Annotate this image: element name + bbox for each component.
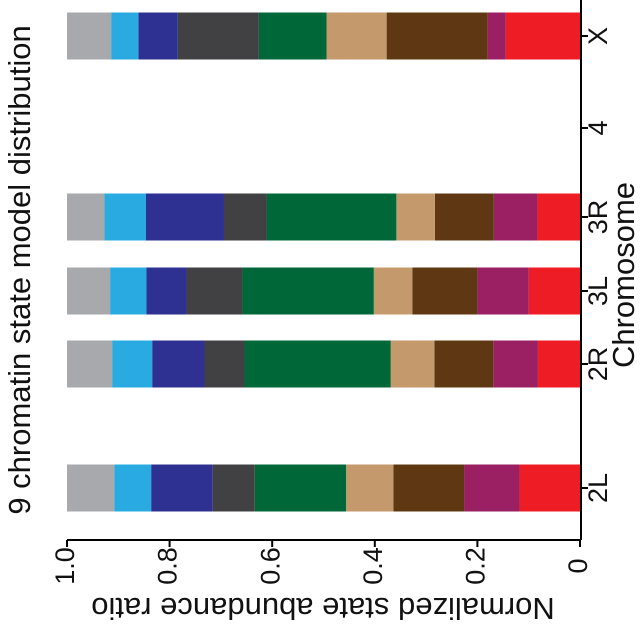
bar-segment-2R-state-6 [204, 340, 245, 388]
bar-segment-2L-state-7 [151, 464, 213, 512]
bar-segment-2R-state-7 [152, 340, 205, 388]
bar-segment-2R-state-8 [112, 340, 153, 388]
bar-segment-3L-state-6 [186, 267, 243, 315]
bar-segment-3L-state-2 [477, 267, 529, 315]
bar-segment-3R-state-4 [396, 193, 435, 241]
bars-group [67, 12, 580, 512]
bar-segment-X-state-2 [487, 12, 506, 60]
bar-segment-2R-state-9 [67, 340, 113, 388]
chart-title: 9 chromatin state model distribution [2, 25, 37, 514]
category-tick-label: 4 [583, 120, 613, 135]
bar-segment-3R-state-6 [223, 193, 267, 241]
bar-segment-2R-state-1 [537, 340, 580, 388]
value-tick-label: 0.2 [461, 547, 491, 585]
bar-segment-3R-state-7 [146, 193, 224, 241]
bar-segment-3R-state-9 [67, 193, 105, 241]
value-tick-label: 0.8 [153, 547, 183, 585]
bar-segment-3L-state-9 [67, 267, 111, 315]
bar-segment-3L-state-3 [412, 267, 478, 315]
bar-segment-3R-state-2 [493, 193, 538, 241]
value-tick-label: 0.4 [358, 547, 388, 585]
bar-segment-3R-state-1 [537, 193, 580, 241]
category-tick-label: 3L [583, 276, 613, 306]
value-axis-label: Normalized state abundance ratio [91, 591, 555, 626]
category-tick-label: 3R [583, 200, 613, 235]
bar-segment-X-state-6 [177, 12, 259, 60]
bar-segment-2L-state-3 [393, 464, 465, 512]
bar-segment-3R-state-8 [104, 193, 146, 241]
value-axis: 0 0.2 0.4 0.6 0.8 1.0 Normalized state abunda… [50, 539, 593, 626]
bar-segment-X-state-5 [258, 12, 327, 60]
value-tick-label: 0.6 [255, 547, 285, 585]
bar-segment-3L-state-4 [373, 267, 413, 315]
bar-segment-3R-state-5 [266, 193, 397, 241]
bar-segment-2R-state-4 [390, 340, 435, 388]
category-tick-label: 2R [583, 347, 613, 382]
bar-segment-X-state-1 [505, 12, 580, 60]
bar-segment-X-state-9 [67, 12, 112, 60]
bar-segment-2L-state-6 [212, 464, 255, 512]
bar-segment-2L-state-8 [114, 464, 152, 512]
bar-segment-3L-state-8 [110, 267, 147, 315]
bar-segment-X-state-8 [111, 12, 139, 60]
value-tick-label: 0 [563, 558, 593, 573]
bar-segment-X-state-3 [386, 12, 488, 60]
bar-segment-2L-state-4 [346, 464, 394, 512]
category-axis: 2L 2R 3L 3R 4 X Chromosome [580, 0, 640, 540]
bar-segment-X-state-4 [326, 12, 387, 60]
bar-segment-X-state-7 [138, 12, 178, 60]
bar-segment-2L-state-2 [464, 464, 520, 512]
bar-segment-2L-state-1 [519, 464, 580, 512]
bar-segment-2L-state-5 [254, 464, 347, 512]
bar-segment-3L-state-5 [242, 267, 374, 315]
bar-segment-3L-state-1 [528, 267, 580, 315]
category-tick-label: X [583, 27, 613, 45]
category-tick-label: 2L [583, 473, 613, 503]
bar-segment-3R-state-3 [434, 193, 494, 241]
bar-segment-2R-state-3 [434, 340, 494, 388]
value-tick-label: 1.0 [50, 547, 80, 585]
bar-segment-2R-state-5 [244, 340, 391, 388]
bar-segment-3L-state-7 [146, 267, 187, 315]
bar-segment-2R-state-2 [493, 340, 538, 388]
category-axis-label: Chromosome [606, 182, 640, 368]
bar-segment-2L-state-9 [67, 464, 115, 512]
